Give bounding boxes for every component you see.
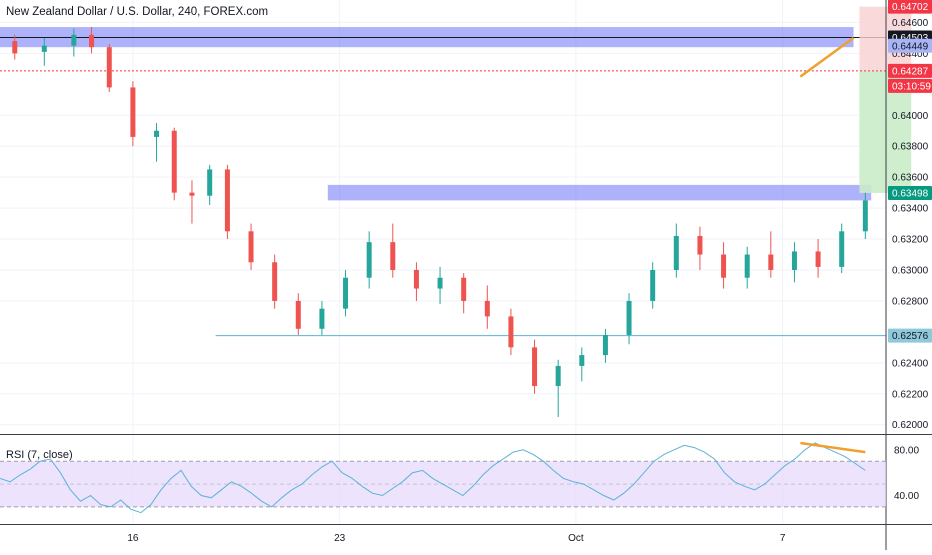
price-trend-marker (799, 36, 855, 78)
price-axis-tick: 0.62400 (892, 358, 929, 369)
rsi-axis-tick: 40.00 (894, 491, 919, 502)
candle-body (154, 130, 160, 137)
candle-body (171, 130, 177, 193)
time-axis-tick: Oct (568, 533, 584, 544)
candle-countdown-tag: 03:10:59 (888, 78, 932, 93)
price-axis-tick: 0.63400 (892, 204, 929, 215)
candle-body (224, 169, 230, 232)
candle-body (508, 316, 514, 348)
candle-body (343, 277, 349, 309)
time-axis-tick: 23 (334, 533, 346, 544)
price-axis-tick: 0.64400 (892, 49, 929, 60)
candle-body (602, 334, 608, 356)
rsi-label: RSI (7, close) (6, 449, 73, 461)
price-axis-tick: 0.63800 (892, 142, 929, 153)
rsi-divergence-marker (800, 441, 866, 454)
zone-upper-price-tag: 0.64449 (888, 38, 932, 53)
candle-body (673, 235, 679, 270)
svg-text:0.64702: 0.64702 (892, 2, 929, 13)
candle-body (862, 200, 868, 232)
candle-body (697, 235, 703, 255)
trend-markers (799, 36, 855, 78)
svg-text:0.62576: 0.62576 (892, 331, 929, 342)
svg-text:0.64503: 0.64503 (892, 33, 929, 44)
rsi-axis-tick: 80.00 (894, 445, 919, 456)
candle-body (390, 242, 396, 270)
price-axis-tick: 0.62200 (892, 389, 929, 400)
candle-body (626, 300, 632, 335)
svg-text:03:10:59: 03:10:59 (892, 81, 931, 92)
candle-body (130, 87, 136, 137)
price-axis-tick: 0.62800 (892, 296, 929, 307)
price-axis-tick: 0.64600 (892, 18, 929, 29)
price-tags: 0.64702 0.64503 0.64449 0.64287 03:10:59… (888, 0, 932, 343)
candle-body (319, 308, 325, 329)
candle-body (579, 355, 585, 366)
time-axis-tick: 7 (780, 533, 786, 544)
stop-price-tag: 0.64702 (888, 0, 932, 14)
support-zone (327, 184, 872, 201)
rsi-pane (0, 441, 886, 514)
candle-body (41, 45, 47, 52)
candle-body (461, 277, 467, 301)
candle-body (207, 169, 213, 196)
candle-body (272, 262, 278, 301)
candle-body (12, 41, 18, 54)
time-axis[interactable]: 16 23 Oct 7 (127, 533, 786, 544)
candle-body (484, 300, 490, 317)
candle-body (189, 192, 195, 196)
support-line-price-tag: 0.62576 (888, 328, 932, 343)
chart-title: New Zealand Dollar / U.S. Dollar, 240, F… (6, 6, 268, 18)
candle-body (768, 254, 774, 270)
price-axis-tick: 0.63000 (892, 265, 929, 276)
rsi-line (0, 442, 866, 514)
candle-body (106, 47, 112, 88)
candle-body (744, 254, 750, 278)
price-axis-tick: 0.63200 (892, 235, 929, 246)
candle-body (650, 269, 656, 301)
candle-body (532, 347, 538, 387)
target-price-tag: 0.63498 (888, 185, 932, 200)
rsi-axis: 80.00 40.00 (894, 445, 919, 502)
svg-text:0.63498: 0.63498 (892, 188, 929, 199)
price-axis-tick: 0.62000 (892, 420, 929, 431)
candle-body (721, 254, 727, 278)
price-axis[interactable]: 0.64600 0.64400 0.64000 0.63800 0.63600 0.634… (892, 18, 929, 431)
svg-text:0.64449: 0.64449 (892, 41, 929, 52)
price-axis-tick: 0.64000 (892, 111, 929, 122)
candle-body (815, 251, 821, 267)
candle-body (413, 269, 419, 289)
candle-body (366, 242, 372, 278)
candle-body (89, 34, 95, 48)
candle-body (555, 365, 561, 387)
last-price-tag: 0.64287 (888, 63, 932, 78)
grid (0, 0, 886, 524)
price-axis-tick: 0.63600 (892, 173, 929, 184)
candle-body (437, 277, 443, 289)
svg-text:0.64287: 0.64287 (892, 66, 929, 77)
candle-body (248, 231, 254, 263)
candle-body (71, 34, 77, 46)
candle-body (839, 231, 845, 267)
main-pane-background (0, 0, 886, 434)
time-axis-tick: 16 (127, 533, 139, 544)
candle-body (791, 251, 797, 270)
candles-layer (12, 27, 868, 417)
candle-body (295, 300, 301, 329)
